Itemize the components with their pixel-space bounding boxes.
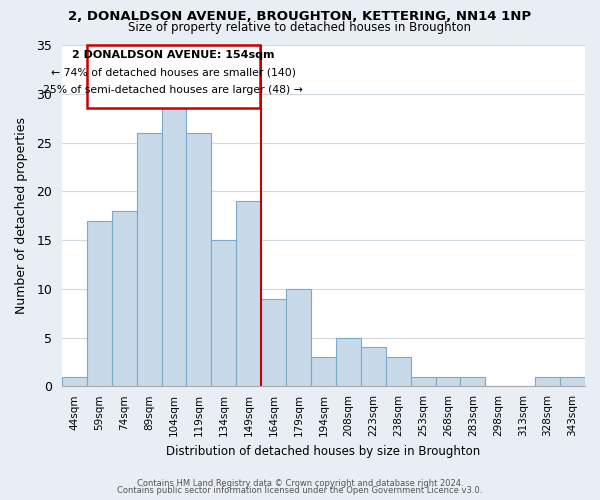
Text: 2 DONALDSON AVENUE: 154sqm: 2 DONALDSON AVENUE: 154sqm bbox=[72, 50, 275, 60]
Bar bbox=[62, 376, 87, 386]
Bar bbox=[261, 298, 286, 386]
Text: 25% of semi-detached houses are larger (48) →: 25% of semi-detached houses are larger (… bbox=[43, 85, 304, 95]
Bar bbox=[286, 289, 311, 386]
Bar bbox=[386, 357, 410, 386]
Bar bbox=[311, 357, 336, 386]
Bar bbox=[236, 201, 261, 386]
Bar bbox=[336, 338, 361, 386]
FancyBboxPatch shape bbox=[87, 45, 260, 108]
Y-axis label: Number of detached properties: Number of detached properties bbox=[15, 117, 28, 314]
Bar bbox=[560, 376, 585, 386]
Text: ← 74% of detached houses are smaller (140): ← 74% of detached houses are smaller (14… bbox=[51, 68, 296, 78]
Text: Contains HM Land Registry data © Crown copyright and database right 2024.: Contains HM Land Registry data © Crown c… bbox=[137, 478, 463, 488]
Bar bbox=[112, 211, 137, 386]
Bar bbox=[161, 104, 187, 387]
Bar bbox=[535, 376, 560, 386]
Bar bbox=[361, 348, 386, 387]
Bar bbox=[211, 240, 236, 386]
Bar bbox=[187, 133, 211, 386]
Bar bbox=[460, 376, 485, 386]
Bar bbox=[87, 220, 112, 386]
Bar bbox=[436, 376, 460, 386]
Bar bbox=[410, 376, 436, 386]
Text: 2, DONALDSON AVENUE, BROUGHTON, KETTERING, NN14 1NP: 2, DONALDSON AVENUE, BROUGHTON, KETTERIN… bbox=[68, 10, 532, 23]
Text: Size of property relative to detached houses in Broughton: Size of property relative to detached ho… bbox=[128, 21, 472, 34]
Text: Contains public sector information licensed under the Open Government Licence v3: Contains public sector information licen… bbox=[118, 486, 482, 495]
Bar bbox=[137, 133, 161, 386]
X-axis label: Distribution of detached houses by size in Broughton: Distribution of detached houses by size … bbox=[166, 444, 481, 458]
